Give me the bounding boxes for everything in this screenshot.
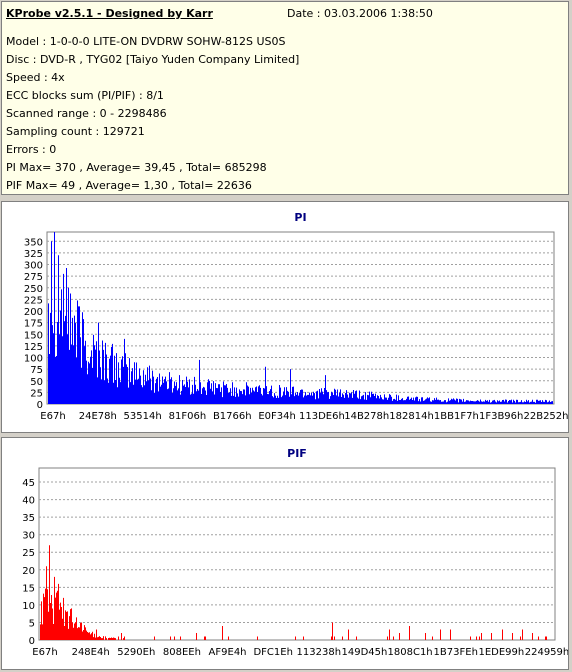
y-tick-label: 5 <box>29 618 35 629</box>
x-tick-label: 1B73FEh <box>434 647 478 658</box>
y-tick-label: 10 <box>22 601 35 612</box>
y-tick-label: 275 <box>24 272 43 283</box>
y-tick-label: 200 <box>24 307 43 318</box>
speed-line: Speed : 4x <box>6 71 65 84</box>
data-bars <box>48 267 553 404</box>
errors-line: Errors : 0 <box>6 143 57 156</box>
y-tick-label: 30 <box>22 531 35 542</box>
x-tick-label: 224959h <box>525 647 568 658</box>
y-tick-label: 50 <box>30 377 43 388</box>
x-tick-label: E67h <box>40 411 65 422</box>
pif-chart: PIF 0 5 10 15 20 25 30 35 40 45 E67h 248E4h 5290Eh 808… <box>22 447 569 658</box>
x-tick-label: 1EDE99h <box>478 647 524 658</box>
chart-title: PI <box>294 211 306 224</box>
model-line: Model : 1-0-0-0 LITE-ON DVDRW SOHW-812S … <box>6 35 286 48</box>
x-tick-label: 182814h <box>389 411 434 422</box>
y-tick-label: 250 <box>24 284 43 295</box>
x-tick-label: 5290Eh <box>117 647 155 658</box>
x-tick-label: E0F34h <box>258 411 296 422</box>
y-tick-label: 0 <box>29 636 35 647</box>
y-tick-label: 20 <box>22 566 35 577</box>
y-tick-label: 0 <box>37 400 43 411</box>
y-tick-label: 25 <box>22 548 35 559</box>
y-tick-label: 125 <box>24 342 43 353</box>
x-tick-label: 24E78h <box>79 411 117 422</box>
x-tick-label: 113238h <box>297 647 342 658</box>
report-header: KProbe v2.5.1 - Designed by Karr Date : … <box>1 1 569 195</box>
y-tick-label: 300 <box>24 261 43 272</box>
x-tick-label: AF9E4h <box>209 647 247 658</box>
x-tick-label: E67h <box>32 647 57 658</box>
x-tick-label: 53514h <box>124 411 162 422</box>
x-tick-label: 14B278h <box>344 411 389 422</box>
y-tick-label: 350 <box>24 237 43 248</box>
sampling-line: Sampling count : 129721 <box>6 125 145 138</box>
y-tick-label: 15 <box>22 583 35 594</box>
scan-date: Date : 03.03.2006 1:38:50 <box>287 7 433 20</box>
ecc-line: ECC blocks sum (PI/PIF) : 8/1 <box>6 89 164 102</box>
pi-chart-panel: PI 0 25 50 75 100 125 150 175 200 225 250 275 300 325 3… <box>1 201 569 433</box>
y-tick-label: 25 <box>30 388 43 399</box>
y-tick-label: 150 <box>24 330 43 341</box>
x-tick-label: B1766h <box>213 411 252 422</box>
disc-line: Disc : DVD-R , TYG02 [Taiyo Yuden Compan… <box>6 53 300 66</box>
y-tick-label: 45 <box>22 478 35 489</box>
y-tick-label: 175 <box>24 319 43 330</box>
app-title: KProbe v2.5.1 - Designed by Karr <box>6 7 213 20</box>
pi-chart: PI 02550751001251501752002252502753003253… <box>24 211 569 422</box>
y-tick-label: 225 <box>24 295 43 306</box>
y-tick-label: 40 <box>22 496 35 507</box>
pif-stats-line: PIF Max= 49 , Average= 1,30 , Total= 226… <box>6 179 252 192</box>
x-tick-label: 1BB1F7h <box>434 411 479 422</box>
x-tick-label: 149D45h <box>342 647 388 658</box>
x-tick-label: 808EEh <box>163 647 201 658</box>
range-line: Scanned range : 0 - 2298486 <box>6 107 167 120</box>
y-tick-label: 100 <box>24 354 43 365</box>
x-tick-label: 1808C1h <box>388 647 433 658</box>
pif-chart-panel: PIF 0 5 10 15 20 25 30 35 40 45 E67h 248E4h 5290Eh 808… <box>1 437 569 670</box>
x-tick-label: 22B252h <box>523 411 568 422</box>
plot-area <box>38 467 556 641</box>
y-tick-label: 35 <box>22 513 35 524</box>
x-tick-label: 1F3B96h <box>479 411 523 422</box>
x-tick-label: 81F06h <box>169 411 207 422</box>
x-tick-label: 113DE6h <box>299 411 345 422</box>
y-tick-label: 75 <box>30 365 43 376</box>
x-tick-label: 248E4h <box>72 647 110 658</box>
x-tick-label: DFC1Eh <box>253 647 292 658</box>
y-tick-label: 325 <box>24 249 43 260</box>
pi-stats-line: PI Max= 370 , Average= 39,45 , Total= 68… <box>6 161 267 174</box>
chart-title: PIF <box>287 447 307 460</box>
